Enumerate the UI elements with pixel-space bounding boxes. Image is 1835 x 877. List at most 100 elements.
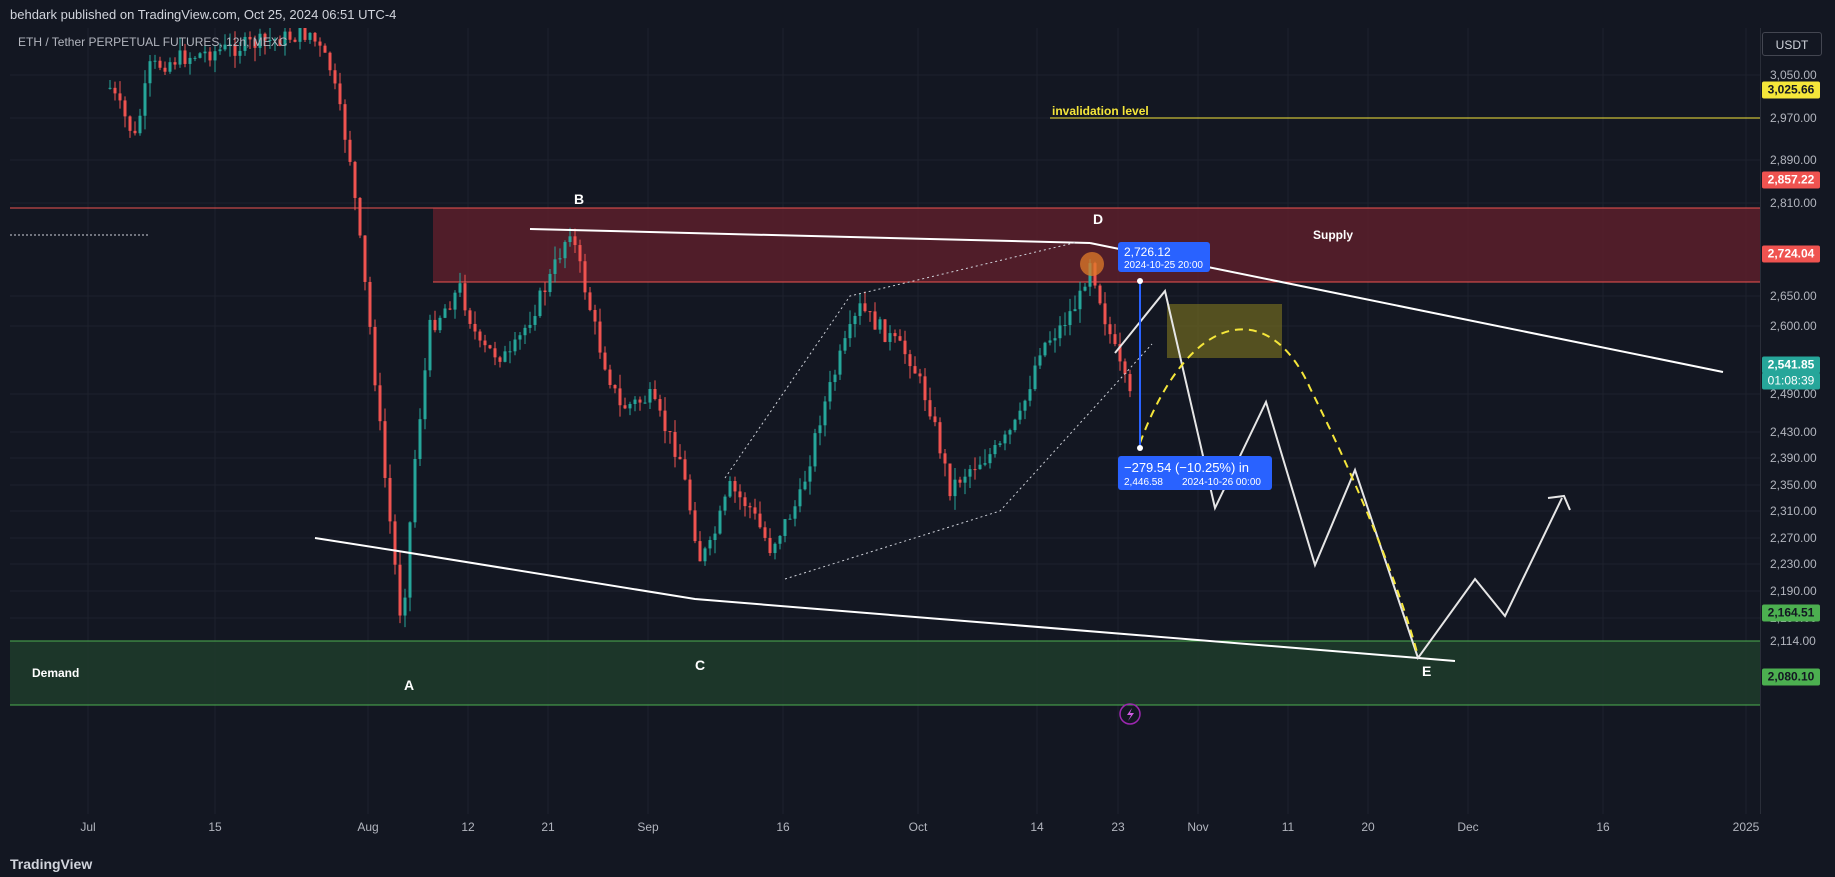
peak-marker: [1080, 252, 1104, 276]
candle-body: [488, 345, 492, 349]
candle-body: [313, 32, 317, 42]
candle-body: [1073, 309, 1077, 312]
price-tick: 2,430.00: [1770, 425, 1817, 439]
candle-body: [718, 510, 722, 534]
candle-body: [408, 522, 412, 598]
unit-button[interactable]: USDT: [1762, 32, 1822, 56]
candle-body: [518, 335, 522, 340]
tradingview-logo[interactable]: TradingView: [10, 856, 93, 872]
candle-body: [243, 36, 247, 51]
candle-body: [573, 236, 577, 246]
candle-body: [783, 519, 787, 536]
candle-body: [898, 336, 902, 341]
candle-body: [1023, 400, 1027, 411]
time-tick: 2025: [1732, 820, 1760, 834]
candle-body: [958, 479, 962, 483]
candle-body: [358, 197, 362, 236]
time-tick: 15: [208, 820, 222, 834]
candle-body: [673, 432, 677, 457]
candle-body: [203, 51, 207, 54]
candle-body: [833, 374, 837, 383]
candle-body: [743, 497, 747, 507]
candle-body: [423, 370, 427, 420]
arrow-head: [1547, 494, 1571, 511]
lower-trendline: [314, 537, 1456, 662]
candle-body: [208, 51, 212, 61]
price-tick: 2,390.00: [1770, 451, 1817, 465]
yellow-arc: [1139, 328, 1419, 657]
candle-body: [163, 67, 167, 72]
candle-body: [338, 83, 342, 105]
candle-body: [318, 41, 322, 46]
price-tick: 2,810.00: [1770, 196, 1817, 210]
demand-top-badge: 2,164.51: [1762, 604, 1820, 622]
candle-body: [723, 496, 727, 511]
candle-body: [363, 235, 367, 282]
candle-body: [798, 489, 802, 507]
price-tick: 2,190.00: [1770, 584, 1817, 598]
candle-body: [838, 350, 842, 375]
candle-body: [698, 541, 702, 562]
candle-body: [233, 44, 237, 56]
candle-body: [1058, 325, 1062, 339]
candle-body: [388, 477, 392, 522]
candle-body: [803, 481, 807, 490]
candle-body: [878, 319, 882, 330]
candle-body: [1068, 311, 1072, 326]
candle-body: [633, 399, 637, 404]
chart-canvas[interactable]: 2,726.12 2024-10-25 20:00 −279.54 (−10.2…: [10, 28, 1760, 814]
demand-zone: [10, 641, 1760, 705]
publish-line: behdark published on TradingView.com, Oc…: [10, 7, 397, 22]
candle-body: [658, 399, 662, 411]
price-axis[interactable]: [1760, 28, 1835, 814]
candle-body: [503, 351, 507, 362]
candle-body: [688, 479, 692, 511]
candle-body: [328, 52, 332, 71]
candle-body: [593, 309, 597, 322]
price-tick: 2,230.00: [1770, 557, 1817, 571]
candle-body: [588, 292, 592, 310]
price-tick: 2,310.00: [1770, 504, 1817, 518]
candle-body: [493, 348, 497, 358]
time-tick: Oct: [908, 820, 928, 834]
candle-body: [1108, 324, 1112, 335]
candle-body: [873, 311, 877, 330]
price-tick: 2,600.00: [1770, 319, 1817, 333]
candle-body: [293, 39, 297, 42]
lightning-icon[interactable]: [1119, 703, 1141, 725]
candle-body: [498, 357, 502, 362]
candle-body: [383, 421, 387, 478]
candle-body: [708, 540, 712, 549]
candle-body: [923, 376, 927, 401]
candle-body: [373, 326, 377, 386]
candle-body: [273, 39, 277, 41]
candle-body: [268, 39, 272, 41]
wave-label-b: B: [574, 191, 584, 207]
candle-body: [333, 70, 337, 84]
candle-body: [1123, 361, 1127, 375]
projected-path: [1114, 288, 1563, 661]
candle-body: [548, 273, 552, 293]
candle-body: [1098, 285, 1102, 304]
candle-body: [668, 431, 672, 433]
candle-body: [583, 261, 587, 293]
candle-body: [553, 259, 557, 274]
candle-body: [648, 389, 652, 403]
time-tick: 20: [1361, 820, 1375, 834]
candle-body: [123, 100, 127, 117]
candle-body: [973, 469, 977, 471]
candle-body: [113, 87, 117, 94]
price-tick: 2,270.00: [1770, 531, 1817, 545]
candle-body: [788, 518, 792, 520]
candle-body: [913, 366, 917, 374]
candle-body: [1038, 355, 1042, 366]
candle-body: [513, 339, 517, 352]
symbol-line: ETH / Tether PERPETUAL FUTURES, 12h, MEX…: [18, 35, 288, 49]
price-tick: 2,890.00: [1770, 153, 1817, 167]
candle-body: [523, 327, 527, 336]
candle-body: [398, 564, 402, 616]
candle-body: [138, 115, 142, 134]
publish-bar: behdark published on TradingView.com, Oc…: [0, 0, 1835, 28]
candle-body: [453, 292, 457, 310]
channel-lower-dotted: [784, 343, 1153, 580]
